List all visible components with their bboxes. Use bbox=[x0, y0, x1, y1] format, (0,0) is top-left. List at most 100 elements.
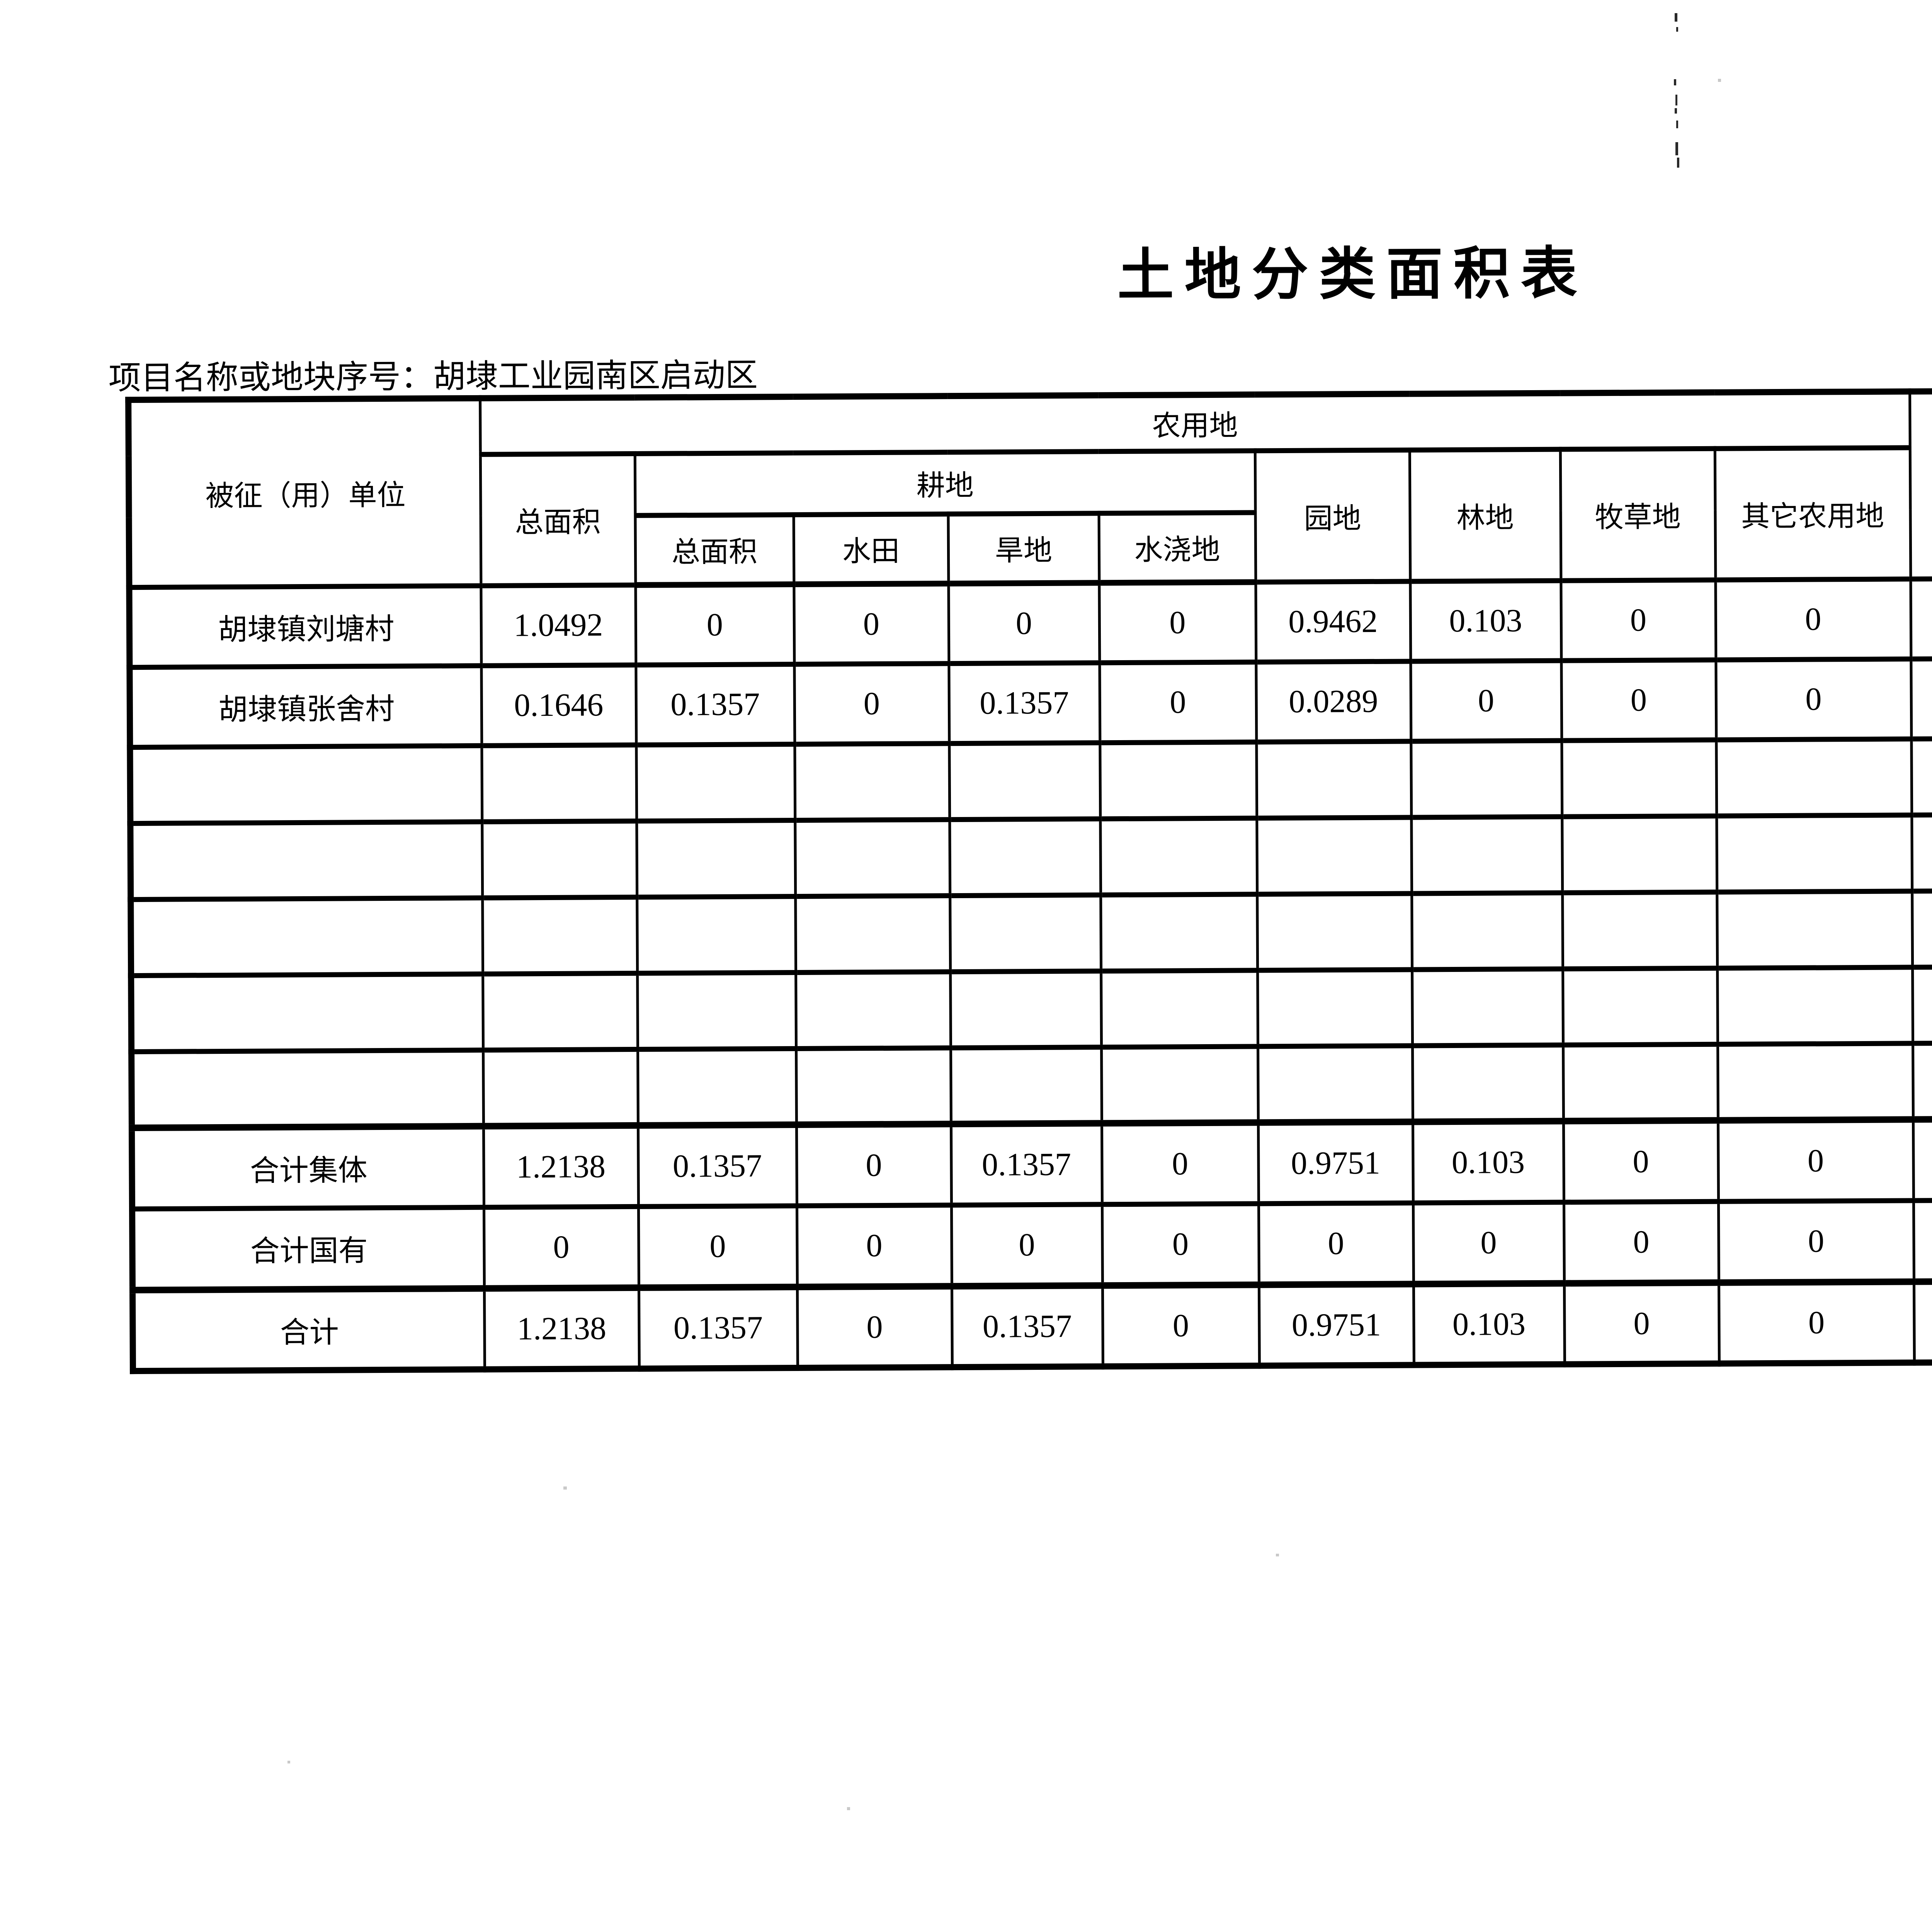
cell-value: 0 bbox=[1561, 579, 1716, 661]
cell-value bbox=[1256, 741, 1412, 818]
row-label: 胡埭镇刘塘村 bbox=[129, 585, 481, 668]
cell-value bbox=[481, 744, 637, 822]
cell-value bbox=[1912, 966, 1932, 1043]
row-label bbox=[130, 821, 483, 900]
cell-value: 0.103 bbox=[1413, 1283, 1565, 1365]
cell-value: 0 bbox=[1563, 1120, 1718, 1202]
cell-value bbox=[483, 973, 638, 1050]
cell-value bbox=[482, 897, 638, 974]
cell-value bbox=[795, 895, 951, 973]
scan-artifact bbox=[287, 1761, 290, 1763]
cell-value bbox=[636, 820, 796, 897]
cell-value bbox=[1100, 742, 1257, 819]
cell-value bbox=[1411, 740, 1562, 817]
cell-value: 7.9486 bbox=[1910, 578, 1932, 659]
col-group-arable: 耕地 bbox=[634, 450, 1255, 515]
cell-value bbox=[1257, 969, 1413, 1046]
cell-value bbox=[1911, 738, 1932, 815]
table-row bbox=[130, 736, 1932, 824]
cell-value: 0.1357 bbox=[638, 1125, 797, 1206]
cell-value: 1.0492 bbox=[481, 584, 636, 666]
row-label: 合计国有 bbox=[132, 1207, 484, 1290]
table-row bbox=[130, 812, 1932, 900]
scan-artifact bbox=[1675, 95, 1677, 105]
row-label bbox=[130, 745, 482, 824]
col-header-arable-total: 总面积 bbox=[635, 515, 794, 585]
cell-value bbox=[636, 744, 795, 821]
scan-artifact bbox=[1676, 121, 1678, 128]
cell-value bbox=[1411, 816, 1563, 894]
project-line: 项目名称或地块序号：胡埭工业园南区启动区 bbox=[109, 349, 758, 399]
scan-artifact bbox=[563, 1486, 567, 1490]
cell-value bbox=[1718, 1043, 1913, 1120]
cell-value: 0 bbox=[484, 1206, 639, 1288]
cell-value: 0.1646 bbox=[481, 664, 636, 746]
cell-value bbox=[1913, 1042, 1932, 1119]
cell-value bbox=[1561, 739, 1717, 817]
cell-value: 0 bbox=[1101, 1122, 1259, 1204]
cell-value bbox=[638, 1048, 797, 1125]
cell-value: 0.1357 bbox=[951, 1285, 1103, 1368]
table-row: 合计1.21380.135700.135700.97510.103008.092… bbox=[133, 1278, 1932, 1371]
col-header-construction: 建设用地 bbox=[1910, 391, 1932, 579]
row-label bbox=[131, 1050, 484, 1128]
cell-value: 0.1357 bbox=[949, 663, 1100, 744]
page-title: 土地分类面积表 bbox=[1117, 242, 1588, 307]
col-header-dry-land: 旱地 bbox=[948, 513, 1099, 584]
cell-value bbox=[637, 896, 796, 973]
row-label: 合计 bbox=[133, 1288, 485, 1371]
project-name: 胡埭工业园南区启动区 bbox=[433, 357, 758, 395]
cell-value bbox=[1912, 814, 1932, 891]
col-group-agricultural: 农用地 bbox=[480, 391, 1910, 454]
cell-value bbox=[796, 1048, 951, 1125]
scan-artifact bbox=[1675, 108, 1677, 114]
cell-value bbox=[1412, 1045, 1563, 1122]
cell-value: 0 bbox=[1715, 579, 1911, 660]
cell-value: 8.0927 bbox=[1913, 1118, 1932, 1201]
cell-value bbox=[1101, 1046, 1258, 1123]
cell-value bbox=[951, 1047, 1102, 1124]
cell-value bbox=[949, 742, 1100, 820]
col-header-other-agri: 其它农用地 bbox=[1714, 447, 1911, 580]
scan-artifact bbox=[1718, 79, 1721, 82]
cell-value: 0 bbox=[1913, 1199, 1932, 1282]
cell-value: 0 bbox=[635, 584, 794, 665]
row-label: 合计集体 bbox=[132, 1126, 484, 1209]
cell-value bbox=[950, 895, 1101, 972]
cell-value bbox=[795, 819, 950, 897]
cell-value bbox=[1412, 968, 1563, 1046]
cell-value: 0.9751 bbox=[1258, 1121, 1413, 1204]
cell-value bbox=[1716, 739, 1912, 816]
cell-value bbox=[1562, 815, 1717, 893]
cell-value: 0 bbox=[1102, 1203, 1259, 1286]
scan-artifact bbox=[1675, 13, 1677, 22]
cell-value bbox=[1412, 892, 1563, 970]
cell-value bbox=[949, 819, 1101, 896]
row-label bbox=[131, 973, 483, 1052]
cell-value: 0 bbox=[1413, 1202, 1564, 1284]
cell-value: 0 bbox=[638, 1205, 797, 1288]
cell-value bbox=[1563, 968, 1718, 1045]
table-row: 合计国有000000000000 bbox=[132, 1197, 1932, 1290]
cell-value bbox=[1257, 893, 1412, 970]
cell-value: 0.0289 bbox=[1256, 661, 1411, 742]
table-row bbox=[131, 888, 1932, 976]
header-row-1: 被征（用）单位 农用地 建设用地 未利用地 合计 备注 bbox=[128, 388, 1932, 588]
table-row bbox=[131, 964, 1932, 1052]
cell-value: 0 bbox=[796, 1124, 951, 1206]
cell-value: 0 bbox=[1410, 660, 1562, 741]
cell-value bbox=[1912, 890, 1932, 967]
cell-value bbox=[1717, 891, 1913, 968]
cell-value: 0.1357 bbox=[951, 1123, 1102, 1205]
cell-value: 0.1441 bbox=[1911, 658, 1932, 739]
cell-value bbox=[1562, 892, 1718, 969]
col-header-orchard: 园地 bbox=[1255, 450, 1410, 582]
cell-value: 0 bbox=[1099, 582, 1256, 663]
cell-value: 0 bbox=[951, 1204, 1102, 1286]
cell-value: 0 bbox=[1716, 659, 1912, 740]
cell-value: 0.9462 bbox=[1255, 581, 1411, 662]
cell-value bbox=[637, 972, 796, 1049]
cell-value bbox=[1100, 894, 1258, 971]
